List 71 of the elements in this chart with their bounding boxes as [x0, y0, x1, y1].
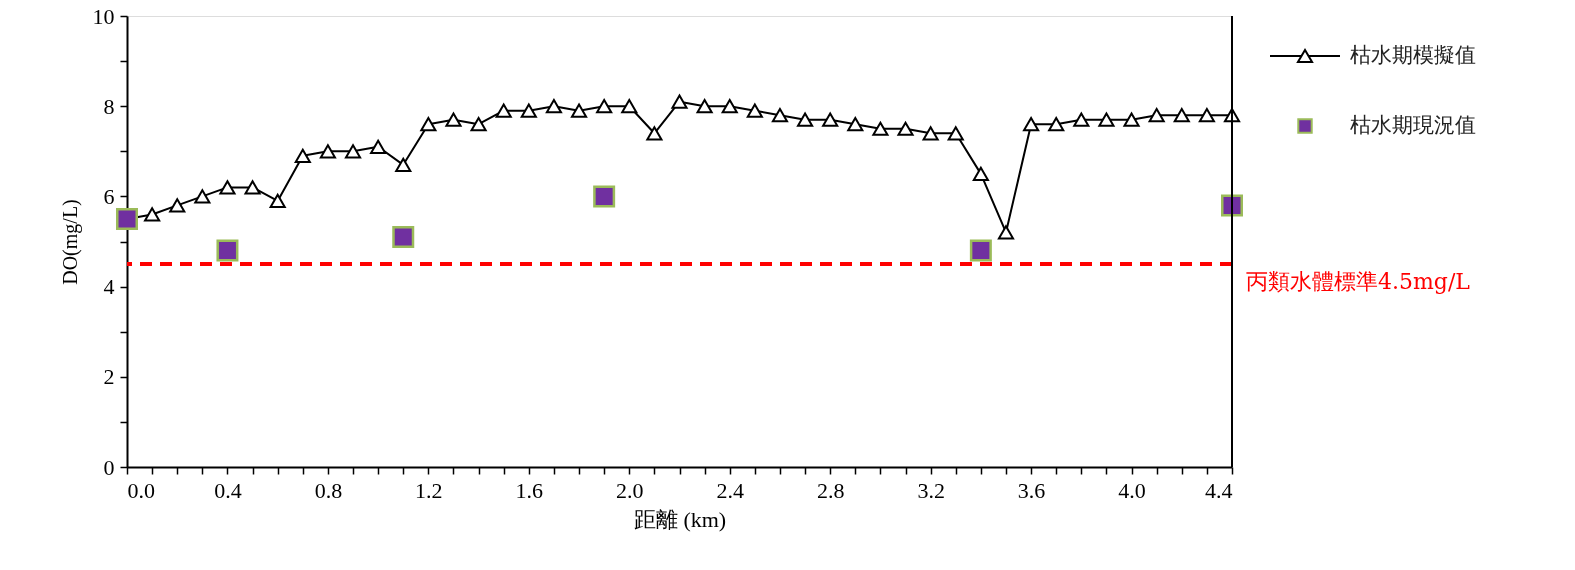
- point: [922, 126, 939, 141]
- point: [545, 99, 562, 114]
- point: [1198, 108, 1215, 123]
- point: [596, 99, 613, 114]
- point: [897, 121, 914, 136]
- x-tick-label: 0.0: [127, 477, 155, 503]
- y-axis-title: DO(mg/L): [58, 199, 82, 285]
- point: [671, 94, 688, 109]
- point: [1023, 117, 1040, 132]
- x-tick-label: 1.2: [415, 477, 443, 503]
- point: [969, 239, 992, 262]
- point: [593, 185, 616, 208]
- x-tick-label: 3.6: [1017, 477, 1046, 503]
- point: [646, 126, 663, 141]
- x-tick-label: 1.6: [515, 477, 544, 503]
- point: [1098, 112, 1115, 127]
- point: [392, 225, 415, 248]
- point: [144, 207, 161, 222]
- x-axis-title: 距離 (km): [633, 506, 727, 532]
- point: [972, 166, 989, 181]
- point: [797, 112, 814, 127]
- y-tick-label: 4: [103, 274, 115, 300]
- point: [721, 99, 738, 114]
- point: [294, 148, 311, 163]
- x-tick-label: 3.2: [917, 477, 945, 503]
- point: [771, 108, 789, 123]
- x-tick-label: 4.0: [1118, 477, 1146, 503]
- point: [1073, 112, 1090, 127]
- point: [219, 180, 236, 195]
- point: [997, 225, 1015, 240]
- point: [570, 103, 588, 118]
- point: [1173, 108, 1190, 123]
- point: [822, 112, 839, 127]
- point: [1221, 194, 1243, 217]
- point: [420, 117, 437, 132]
- y-tick-label: 0: [103, 454, 115, 480]
- point: [470, 117, 487, 132]
- point: [169, 198, 186, 213]
- point: [395, 157, 412, 172]
- point: [696, 99, 713, 114]
- y-tick-label: 6: [103, 183, 115, 209]
- point: [872, 121, 889, 136]
- point: [344, 144, 362, 159]
- x-tick-label: 0.8: [314, 477, 343, 503]
- point: [1048, 117, 1065, 132]
- point: [746, 103, 763, 118]
- x-tick-label: 2.8: [816, 477, 845, 503]
- point: [319, 144, 336, 159]
- point: [194, 189, 211, 204]
- y-tick-label: 10: [92, 3, 115, 29]
- x-tick-label: 4.4: [1205, 477, 1233, 503]
- legend-label: 枯水期現況值: [1350, 113, 1476, 137]
- point: [520, 103, 537, 118]
- point: [947, 126, 964, 141]
- legend-label: 枯水期模擬值: [1350, 43, 1476, 67]
- point: [847, 117, 864, 132]
- x-tick-label: 0.4: [214, 477, 242, 503]
- y-tick-label: 8: [103, 93, 115, 119]
- point: [370, 139, 387, 154]
- point: [1123, 112, 1140, 127]
- point: [216, 239, 239, 262]
- x-tick-label: 2.0: [616, 477, 644, 503]
- point: [244, 180, 261, 195]
- point: [621, 99, 638, 114]
- ref-line-label: 丙類水體標準4.5mg/L: [1246, 269, 1471, 295]
- x-tick-label: 2.4: [716, 477, 744, 503]
- y-tick-label: 2: [103, 364, 115, 390]
- point: [1148, 108, 1165, 123]
- point: [495, 103, 512, 118]
- point: [269, 193, 286, 209]
- point: [445, 112, 462, 127]
